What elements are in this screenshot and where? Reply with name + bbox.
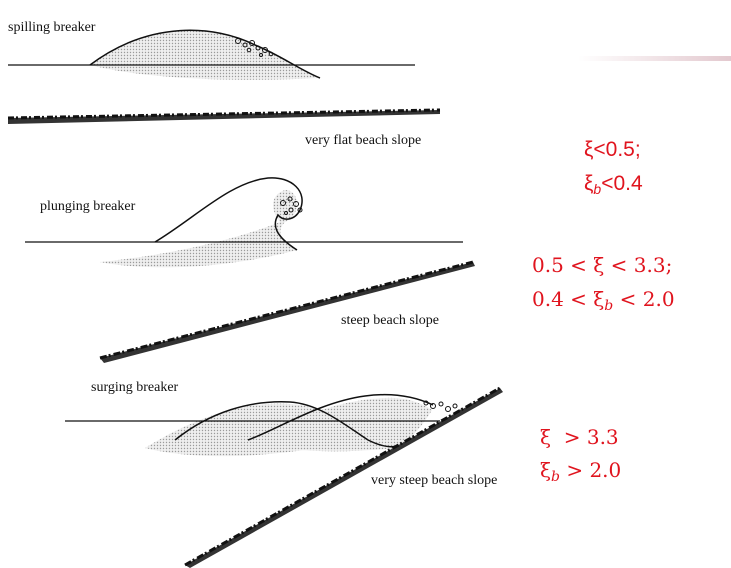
spilling-condition-xi: ξ<0.5; (584, 138, 641, 161)
spilling-seabed (8, 110, 440, 124)
surging-breaker-label: surging breaker (91, 380, 179, 395)
plunging-wave-crest (154, 177, 303, 251)
spilling-breaker-figure (7, 29, 441, 124)
spilling-foam (235, 38, 274, 57)
spilling-condition-xib: ξb<0.4 (584, 172, 643, 197)
very-flat-slope-label: very flat beach slope (305, 133, 422, 148)
plunging-condition-xi: 0.5 < ξ < 3.3; (532, 253, 673, 277)
plunging-seabed (100, 262, 475, 363)
surging-condition-xi: ξ > 3.3 (540, 425, 619, 449)
spilling-wave-crest (89, 29, 321, 79)
surging-breaker-figure (65, 386, 503, 568)
plunging-condition-xib: 0.4 < ξb < 2.0 (532, 287, 675, 314)
surging-condition-xib: ξb > 2.0 (540, 458, 622, 485)
very-steep-slope-label: very steep beach slope (371, 473, 498, 488)
plunging-foam (280, 196, 303, 215)
surging-seabed (185, 388, 503, 568)
steep-slope-label: steep beach slope (341, 313, 439, 328)
surging-wave-1 (174, 401, 399, 448)
surging-wave-2 (247, 393, 434, 441)
accent-bar (578, 56, 731, 61)
spilling-wave-fill (90, 30, 320, 80)
plunging-breaker-label: plunging breaker (40, 199, 136, 214)
spilling-breaker-label: spilling breaker (8, 20, 96, 35)
plunging-wave-fill (100, 190, 298, 268)
surging-wave-fill-2 (255, 397, 432, 452)
plunging-breaker-figure (25, 177, 475, 363)
